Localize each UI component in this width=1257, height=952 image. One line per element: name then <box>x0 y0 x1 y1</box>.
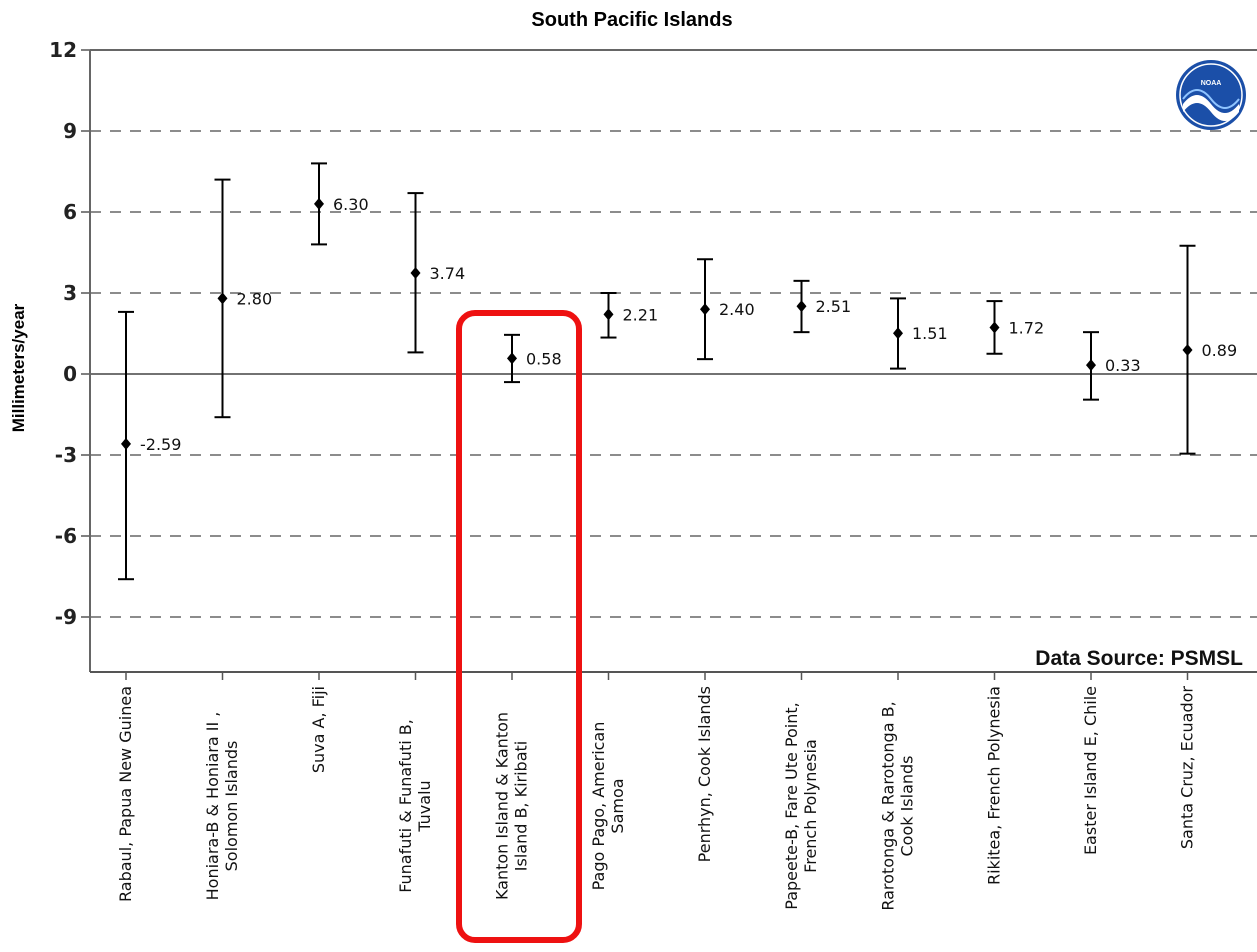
data-marker <box>507 352 517 365</box>
data-value-label: 2.80 <box>237 289 273 308</box>
data-value-label: 1.72 <box>1009 319 1045 338</box>
plot-frame <box>89 49 1257 673</box>
data-marker <box>1182 343 1193 356</box>
x-tick-label: Rarotonga & Rarotonga B, <box>879 701 898 910</box>
data-marker <box>700 303 710 316</box>
y-tick-label: 6 <box>63 200 77 224</box>
highlight-box <box>456 310 582 943</box>
y-tick-label: -6 <box>55 524 77 548</box>
y-tick-label: -9 <box>55 605 77 629</box>
station-point: 1.51 <box>890 297 948 370</box>
x-tick-label: Papeete-B, Fare Ute Point, <box>782 702 801 909</box>
x-tick-label: Solomon Islands <box>222 741 241 872</box>
x-tick-label: Kanton Island & Kanton <box>493 712 512 900</box>
x-tick-label: Honiara-B & Honiara II , <box>203 712 222 901</box>
x-tick-label: Cook Islands <box>898 755 917 856</box>
y-tick-label: 0 <box>63 362 77 386</box>
data-marker <box>410 267 421 280</box>
station-point: 2.21 <box>600 292 659 339</box>
noaa-logo: NOAA <box>1176 60 1246 130</box>
station-point: 3.74 <box>407 192 466 354</box>
station-point: 0.58 <box>504 333 562 384</box>
station-point: -2.59 <box>118 310 181 581</box>
station-point: 2.40 <box>697 258 755 361</box>
x-tick-label: Easter Island E, Chile <box>1081 686 1100 855</box>
y-tick-label: -3 <box>55 443 77 467</box>
data-value-label: 0.33 <box>1105 356 1141 375</box>
y-tick-label: 3 <box>63 281 77 305</box>
data-marker <box>796 300 807 313</box>
station-point: 2.51 <box>793 279 852 334</box>
noaa-logo-text: NOAA <box>1201 80 1222 87</box>
data-value-label: 2.21 <box>623 305 659 324</box>
x-tick-label: Samoa <box>608 778 627 833</box>
data-value-label: 3.74 <box>430 264 466 283</box>
station-point: 6.30 <box>311 162 369 246</box>
x-tick-label: Penrhyn, Cook Islands <box>695 686 714 862</box>
data-value-label: 6.30 <box>333 195 369 214</box>
data-marker <box>314 197 324 210</box>
data-marker <box>1086 359 1096 372</box>
x-tick-label: Pago Pago, American <box>589 722 608 891</box>
y-axis-ticks: 12 9 6 3 0 -3 -6 -9 <box>49 38 90 629</box>
data-value-label: 1.51 <box>912 324 948 343</box>
station-point: 2.80 <box>214 178 273 419</box>
y-tick-label: 9 <box>63 119 77 143</box>
x-tick-label: Island B, Kiribati <box>512 741 531 871</box>
data-marker <box>989 321 1000 334</box>
x-tick-label: French Polynesia <box>801 739 820 873</box>
x-tick-label: Santa Cruz, Ecuador <box>1178 686 1197 850</box>
x-tick-label: Rabaul, Papua New Guinea <box>116 686 135 902</box>
x-tick-label: Tuvalu <box>415 780 434 832</box>
y-axis-label: Millimeters/year <box>9 303 28 432</box>
x-axis-tick-labels: Rabaul, Papua New Guinea Honiara-B & Honi… <box>116 672 1197 911</box>
grid-lines <box>90 130 1257 618</box>
data-value-label: 0.58 <box>526 349 562 368</box>
station-point: 1.72 <box>986 300 1045 355</box>
data-value-label: 2.51 <box>816 297 852 316</box>
x-tick-label: Rikitea, French Polynesia <box>985 686 1004 885</box>
data-marker <box>121 437 131 450</box>
data-value-label: 2.40 <box>719 300 755 319</box>
x-tick-label: Suva A, Fiji <box>309 686 328 773</box>
station-point: 0.89 <box>1179 244 1238 455</box>
data-value-label: -2.59 <box>140 435 181 454</box>
x-tick-label: Funafuti & Funafuti B, <box>396 719 415 893</box>
y-tick-label: 12 <box>49 38 77 62</box>
data-series: -2.59 2.80 6.30 3.74 0.58 2.21 2.40 2.51 1.51 1.7… <box>118 162 1238 581</box>
data-marker <box>603 308 614 321</box>
data-value-label: 0.89 <box>1202 341 1238 360</box>
chart-title: South Pacific Islands <box>531 9 732 31</box>
data-marker <box>217 292 228 305</box>
data-marker <box>893 327 903 340</box>
station-point: 0.33 <box>1083 331 1141 401</box>
data-source-note: Data Source: PSMSL <box>1035 647 1243 670</box>
